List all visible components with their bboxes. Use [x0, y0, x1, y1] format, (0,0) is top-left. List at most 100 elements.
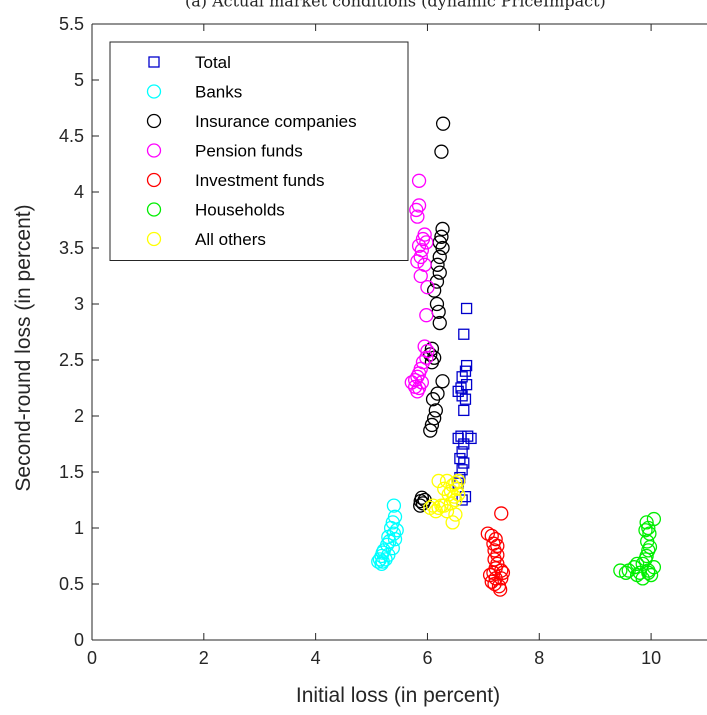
series-households — [613, 511, 662, 586]
data-point — [411, 173, 427, 188]
data-point — [638, 523, 653, 538]
data-point — [432, 315, 447, 331]
x-tick-label: 2 — [199, 648, 209, 668]
data-point — [490, 538, 505, 554]
data-point — [484, 574, 499, 589]
series-insurance-companies — [413, 116, 451, 513]
data-point — [465, 432, 477, 445]
y-tick-label: 5.5 — [59, 14, 84, 34]
legend-label: All others — [195, 230, 266, 249]
data-point — [414, 375, 430, 390]
legend-label: Total — [195, 53, 231, 72]
data-point — [387, 532, 403, 547]
data-points — [371, 116, 662, 597]
x-tick-label: 10 — [641, 648, 661, 668]
data-point — [451, 487, 466, 502]
legend-marker — [146, 172, 162, 188]
y-tick-label: 4 — [74, 182, 84, 202]
data-point — [378, 552, 393, 567]
data-point — [423, 423, 438, 438]
series-all-others — [423, 473, 466, 530]
data-point — [411, 198, 427, 213]
y-axis-label: Second-round loss (in percent) — [12, 204, 35, 491]
x-axis-label: Initial loss (in percent) — [296, 684, 500, 707]
data-point — [432, 249, 447, 265]
legend-marker — [146, 84, 162, 99]
data-point — [456, 446, 468, 458]
x-tick-label: 8 — [534, 648, 544, 668]
data-point — [435, 374, 450, 389]
data-point — [621, 563, 636, 578]
data-point — [386, 498, 402, 513]
data-point — [428, 504, 443, 519]
data-point — [410, 209, 425, 224]
data-point — [413, 268, 428, 284]
data-point — [460, 302, 473, 315]
data-point — [409, 202, 424, 218]
data-point — [639, 515, 654, 530]
data-point — [389, 523, 404, 538]
legend-marker — [146, 113, 162, 129]
series-pension-funds — [404, 173, 435, 399]
y-tick-label: 5 — [74, 70, 84, 90]
data-point — [458, 457, 470, 469]
x-tick-label: 6 — [422, 648, 432, 668]
series-investment-funds — [480, 506, 511, 597]
data-point — [449, 481, 464, 496]
y-tick-label: 4.5 — [59, 126, 84, 146]
data-point — [423, 347, 438, 362]
legend-marker — [146, 202, 162, 217]
data-point — [385, 541, 400, 556]
data-point — [435, 116, 451, 131]
data-point — [632, 565, 648, 580]
data-point — [492, 582, 508, 597]
legend-marker — [146, 143, 162, 158]
data-point — [456, 390, 468, 402]
data-point — [435, 221, 450, 237]
y-tick-label: 1 — [74, 518, 84, 538]
data-point — [410, 254, 425, 269]
y-tick-label: 3.5 — [59, 238, 84, 258]
y-tick-label: 2.5 — [59, 350, 84, 370]
data-point — [643, 567, 659, 583]
data-point — [434, 498, 449, 513]
legend: Total Banks Insurance companies Pension fun… — [109, 41, 409, 261]
x-tick-label: 0 — [87, 648, 97, 668]
legend-marker — [148, 56, 160, 68]
data-point — [434, 144, 449, 159]
y-tick-label: 3 — [74, 294, 84, 314]
legend-label: Investment funds — [195, 171, 324, 190]
legend-label: Households — [195, 201, 285, 220]
data-point — [419, 350, 434, 365]
data-point — [429, 296, 445, 312]
data-point — [411, 238, 427, 253]
data-point — [487, 543, 502, 558]
data-point — [413, 249, 428, 265]
data-point — [613, 563, 628, 578]
chart-title: (a) Actual market conditions (dynamic Pr… — [185, 0, 606, 11]
legend-label: Pension funds — [195, 142, 303, 161]
data-point — [641, 543, 656, 558]
data-point — [439, 504, 455, 519]
y-tick-label: 0 — [74, 630, 84, 650]
data-point — [428, 403, 443, 418]
data-point — [385, 515, 400, 530]
data-point — [458, 404, 470, 417]
data-point — [448, 507, 463, 522]
data-point — [494, 571, 509, 586]
data-point — [427, 283, 442, 298]
data-point — [417, 339, 432, 354]
data-point — [638, 552, 653, 567]
data-point — [434, 229, 449, 244]
data-point — [425, 392, 441, 407]
data-point — [419, 308, 434, 323]
legend-marker — [146, 231, 162, 247]
data-point — [420, 280, 435, 295]
data-point — [431, 473, 446, 489]
data-point — [494, 506, 509, 521]
data-point — [435, 240, 450, 256]
data-point — [456, 464, 468, 476]
legend-label: Banks — [195, 83, 242, 102]
data-point — [371, 554, 386, 569]
